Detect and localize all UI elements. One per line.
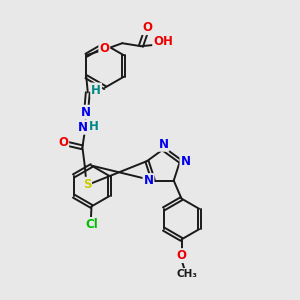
Text: O: O	[99, 42, 109, 55]
Text: H: H	[89, 120, 99, 133]
Text: N: N	[180, 154, 190, 168]
Text: N: N	[81, 106, 91, 119]
Text: S: S	[82, 178, 91, 191]
Text: O: O	[176, 249, 187, 262]
Text: O: O	[142, 21, 152, 34]
Text: OH: OH	[153, 34, 173, 48]
Text: N: N	[158, 138, 169, 151]
Text: CH₃: CH₃	[176, 269, 197, 279]
Text: N: N	[143, 174, 154, 187]
Text: H: H	[91, 83, 101, 97]
Text: N: N	[78, 121, 88, 134]
Text: Cl: Cl	[85, 218, 98, 231]
Text: O: O	[58, 136, 68, 149]
